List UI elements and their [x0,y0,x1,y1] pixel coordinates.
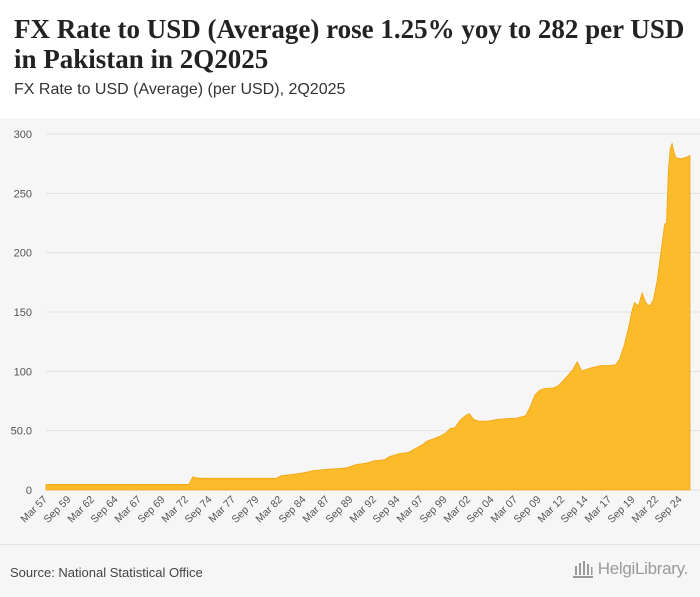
y-tick-label: 50.0 [11,426,32,438]
brand-name: HelgiLibrary. [597,559,689,578]
y-tick-label: 300 [14,129,32,141]
chart-subtitle: FX Rate to USD (Average) (per USD), 2Q20… [14,81,346,98]
y-axis: 0 50.0 100 150 200 250 300 [11,129,32,497]
y-tick-label: 150 [14,307,32,319]
x-tick-label: Sep 24 [653,494,685,526]
library-building-icon [572,561,593,578]
y-tick-label: 100 [14,366,32,378]
y-tick-label: 200 [14,248,32,260]
grid-lines [46,133,700,491]
source-text: Source: National Statistical Office [10,565,203,580]
brand-logo[interactable]: HelgiLibrary. [572,559,688,579]
y-tick-label: 0 [26,485,32,497]
chart-panel: 0 50.0 100 150 200 250 300 Mar 57 Sep 59 Mar 62 S… [0,118,700,544]
fx-rate-area [45,142,691,491]
y-tick-label: 250 [14,188,32,200]
chart-title: FX Rate to USD (Average) rose 1.25% yoy … [14,14,685,74]
footer: Source: National Statistical Office Helg… [0,544,700,597]
area-series [45,142,691,491]
